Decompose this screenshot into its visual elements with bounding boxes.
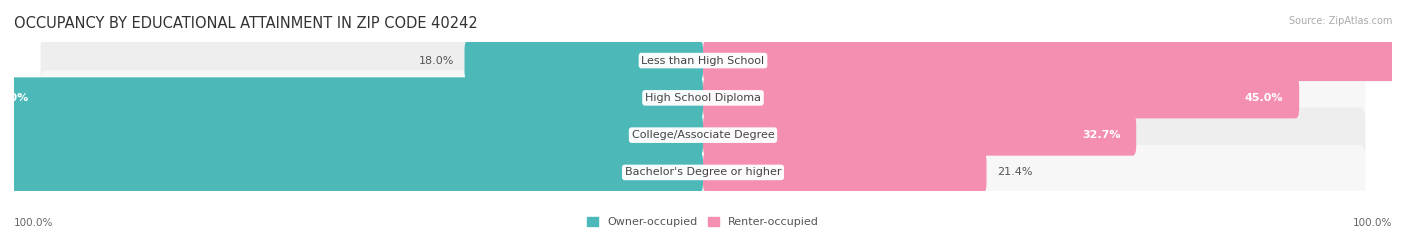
Text: 18.0%: 18.0% <box>419 56 454 65</box>
Text: High School Diploma: High School Diploma <box>645 93 761 103</box>
FancyBboxPatch shape <box>0 152 703 193</box>
Text: 55.0%: 55.0% <box>0 93 28 103</box>
Text: Less than High School: Less than High School <box>641 56 765 65</box>
FancyBboxPatch shape <box>703 40 1406 81</box>
Text: 32.7%: 32.7% <box>1081 130 1121 140</box>
FancyBboxPatch shape <box>0 77 703 118</box>
FancyBboxPatch shape <box>464 40 703 81</box>
FancyBboxPatch shape <box>41 70 1365 125</box>
FancyBboxPatch shape <box>0 115 703 156</box>
Text: 100.0%: 100.0% <box>14 218 53 228</box>
Text: 21.4%: 21.4% <box>997 168 1032 177</box>
Text: Source: ZipAtlas.com: Source: ZipAtlas.com <box>1288 16 1392 26</box>
Text: 100.0%: 100.0% <box>1353 218 1392 228</box>
FancyBboxPatch shape <box>703 152 987 193</box>
Text: College/Associate Degree: College/Associate Degree <box>631 130 775 140</box>
Legend: Owner-occupied, Renter-occupied: Owner-occupied, Renter-occupied <box>586 217 820 227</box>
FancyBboxPatch shape <box>703 115 1136 156</box>
Text: Bachelor's Degree or higher: Bachelor's Degree or higher <box>624 168 782 177</box>
Text: OCCUPANCY BY EDUCATIONAL ATTAINMENT IN ZIP CODE 40242: OCCUPANCY BY EDUCATIONAL ATTAINMENT IN Z… <box>14 16 478 31</box>
FancyBboxPatch shape <box>41 145 1365 200</box>
FancyBboxPatch shape <box>41 33 1365 88</box>
FancyBboxPatch shape <box>41 108 1365 163</box>
Text: 45.0%: 45.0% <box>1244 93 1284 103</box>
FancyBboxPatch shape <box>703 77 1299 118</box>
